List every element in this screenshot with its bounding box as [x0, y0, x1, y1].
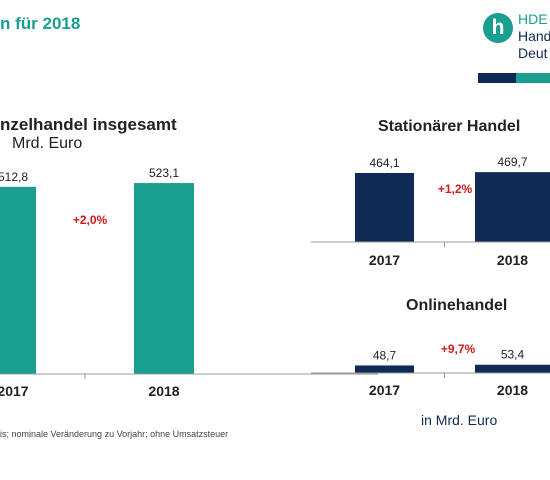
footnote: is; nominale Veränderung zu Vorjahr; ohn… [0, 429, 229, 439]
logo-text-line-3: Deut [518, 45, 548, 61]
stationary-retail-value-label-2018: 469,7 [497, 155, 527, 169]
total-retail-chart-subtitle: Mrd. Euro [12, 135, 83, 152]
total-retail-bar-2017 [0, 186, 36, 374]
online-retail-bar-2018 [475, 364, 550, 373]
total-retail-bar-2018 [134, 183, 194, 374]
online-retail-bar-2017 [355, 365, 414, 373]
online-retail-value-label-2017: 48,7 [373, 348, 397, 362]
online-retail-chart-title: Onlinehandel [406, 297, 508, 314]
stationary-retail-chart-title: Stationärer Handel [378, 118, 521, 135]
stationary-retail-bar-2017 [355, 172, 414, 242]
total-retail-category-label-2017: 2017 [0, 383, 29, 399]
logo-text-line-1: HDE [518, 11, 548, 27]
total-retail-change-label: +2,0% [73, 213, 108, 227]
stationary-retail-change-label: +1,2% [438, 182, 473, 196]
logo-text-line-2: Hand [518, 28, 550, 44]
logo-bar-navy [478, 73, 516, 83]
total-retail-category-label-2018: 2018 [148, 383, 179, 399]
online-retail-change-label: +9,7% [441, 342, 476, 356]
total-retail-chart-title: nzelhandel insgesamt [0, 115, 177, 134]
online-retail-category-label-2017: 2017 [369, 382, 400, 398]
stationary-retail-category-label-2018: 2018 [497, 252, 528, 268]
unit-note: in Mrd. Euro [421, 412, 498, 428]
page-title: n für 2018 [0, 14, 81, 33]
total-retail-value-label-2018: 523,1 [149, 166, 179, 180]
logo-bar-teal [516, 73, 550, 83]
online-retail-category-label-2018: 2018 [497, 382, 528, 398]
hde-logo-mark: h [483, 13, 513, 43]
stationary-retail-category-label-2017: 2017 [369, 252, 400, 268]
online-retail-value-label-2018: 53,4 [501, 348, 525, 362]
total-retail-value-label-2017: 512,8 [0, 170, 28, 184]
stationary-retail-value-label-2017: 464,1 [369, 156, 399, 170]
stationary-retail-bar-2018 [475, 172, 550, 242]
